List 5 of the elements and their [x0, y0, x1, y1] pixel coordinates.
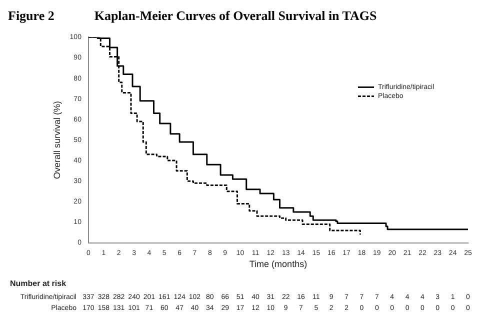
text: Number at risk [10, 279, 67, 288]
caption: Figure 2 [8, 8, 54, 25]
chart-title: Kaplan-Meier Curves of Overall Survival in TAGS [94, 8, 377, 25]
y-axis-title: Overall survival (%) [52, 100, 62, 180]
x-axis-title: Time (months) [249, 259, 308, 270]
